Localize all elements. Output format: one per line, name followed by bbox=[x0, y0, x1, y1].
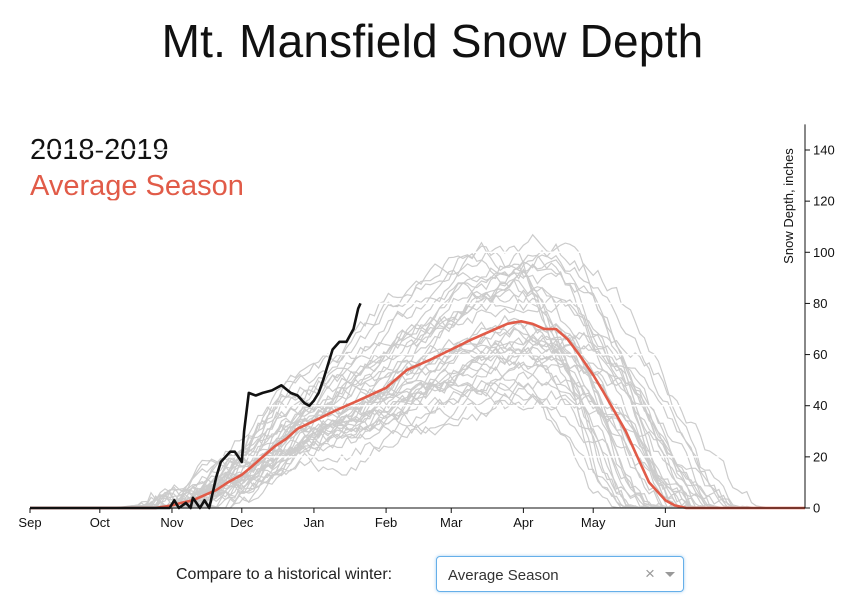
historical-season-line bbox=[30, 382, 803, 509]
y-tick-label: 20 bbox=[813, 449, 827, 464]
snow-depth-chart: Sep Oct Nov Dec Jan Feb Mar Apr May Jun 0 20 40 60 80 1… bbox=[18, 124, 835, 530]
x-tick-label: Apr bbox=[513, 515, 534, 530]
compare-controls: Compare to a historical winter: Average … bbox=[0, 556, 865, 596]
historical-season-line bbox=[30, 321, 803, 509]
historical-season-line bbox=[30, 254, 803, 509]
x-tick-label: Feb bbox=[375, 515, 397, 530]
historical-seasons bbox=[30, 233, 803, 509]
x-tick-label: Dec bbox=[230, 515, 254, 530]
y-tick-label: 0 bbox=[813, 501, 820, 516]
gridlines bbox=[30, 149, 805, 458]
current-season-line bbox=[30, 302, 362, 510]
historical-season-line bbox=[30, 336, 803, 509]
historical-season-line bbox=[30, 328, 803, 509]
x-tick-label: Jun bbox=[655, 515, 676, 530]
historical-season-line bbox=[30, 394, 803, 509]
x-tick-label: Jan bbox=[303, 515, 324, 530]
historical-season-line bbox=[30, 341, 803, 509]
legend-compare-season: Average Season bbox=[30, 170, 244, 202]
selected-winter-value: Average Season bbox=[448, 567, 559, 584]
axes: Sep Oct Nov Dec Jan Feb Mar Apr May Jun 0 20 40 60 80 1… bbox=[18, 124, 835, 530]
historical-season-line bbox=[30, 323, 803, 509]
x-tick-label: Nov bbox=[160, 515, 184, 530]
historical-season-line bbox=[30, 392, 803, 509]
plotted-series bbox=[30, 302, 805, 510]
y-axis-title: Snow Depth, inches bbox=[781, 148, 796, 264]
x-tick-label: May bbox=[581, 515, 606, 530]
historical-season-line bbox=[30, 259, 803, 509]
historical-season-line bbox=[30, 241, 803, 509]
x-tick-label: Mar bbox=[440, 515, 463, 530]
y-tick-label: 100 bbox=[813, 245, 835, 260]
x-tick-label: Sep bbox=[18, 515, 41, 530]
historical-season-line bbox=[30, 331, 803, 509]
y-tick-label: 120 bbox=[813, 194, 835, 209]
dropdown-arrow-icon[interactable] bbox=[665, 572, 675, 577]
historical-season-line bbox=[30, 331, 803, 509]
clear-selection-icon[interactable]: × bbox=[645, 564, 655, 583]
chart-title: Mt. Mansfield Snow Depth bbox=[161, 15, 704, 67]
y-tick-label: 40 bbox=[813, 398, 827, 413]
x-tick-label: Oct bbox=[90, 515, 111, 530]
historical-winter-select[interactable]: Average Season × bbox=[436, 556, 684, 592]
y-tick-label: 60 bbox=[813, 347, 827, 362]
y-tick-label: 140 bbox=[813, 143, 835, 158]
y-tick-label: 80 bbox=[813, 296, 827, 311]
compare-label: Compare to a historical winter: bbox=[176, 566, 393, 583]
historical-season-line bbox=[30, 243, 803, 509]
